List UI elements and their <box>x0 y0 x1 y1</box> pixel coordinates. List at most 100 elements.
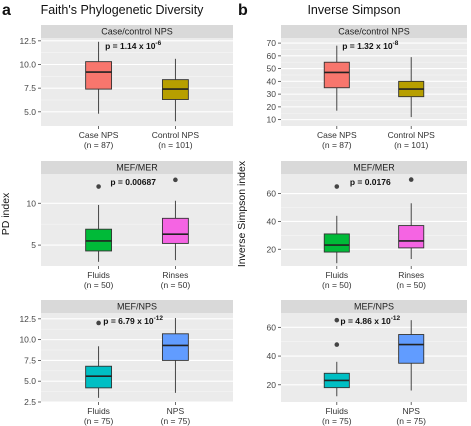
panel-b-case-control-ytick-label: 20 <box>267 102 277 112</box>
panel-a-mef-nps-box-fluids: Fluids(n = 75) <box>84 320 114 426</box>
panel-b-case-control-ytick-label: 50 <box>267 64 277 74</box>
panel-a-mef-mer-xtick-n: (n = 50) <box>84 280 114 290</box>
panel-a-case-control-strip <box>41 25 233 38</box>
panel-a-mef-nps-strip <box>41 300 233 313</box>
panel-a-case-control-ytick-label: 5.0 <box>24 107 36 117</box>
panel-a-case-control-xtick-label: Control NPS <box>152 130 200 140</box>
panel-a-mef-mer-strip-label: MEF/MER <box>116 163 158 173</box>
panel-b-mef-mer-box-fluids: Fluids(n = 50) <box>322 184 352 290</box>
panel-a-case-control-ytick-label: 12.5 <box>19 36 36 46</box>
panel-a-mef-mer-strip <box>41 161 233 174</box>
panel-b-case-control-strip-label: Case/control NPS <box>338 27 410 37</box>
panel-b-mef-mer-plot-bg <box>281 174 467 266</box>
panel-a-mef-nps-plot-bg <box>41 313 233 402</box>
panel-b-mef-nps-ytick-label: 60 <box>267 322 277 332</box>
panel-b-mef-mer-box-rinses: Rinses(n = 50) <box>396 177 426 290</box>
panel-a-case-control-p-value: p = 1.14 x 10-6 <box>105 40 161 51</box>
panel-b-mef-nps-p-value: p = 4.86 x 10-12 <box>340 315 400 326</box>
panel-a-case-control-xtick-n: (n = 101) <box>158 140 192 150</box>
panel-b-mef-nps-xtick-label: Fluids <box>325 406 348 416</box>
panel-b-mef-nps-strip-label: MEF/NPS <box>354 302 394 312</box>
panel-a-mef-nps-box-body <box>85 365 113 389</box>
panel-letter-a: a <box>2 2 11 19</box>
panel-a-mef-mer-box-body <box>161 217 189 244</box>
panel-a-mef-mer-xtick-label: Fluids <box>87 270 110 280</box>
panel-b-case-control-box-case-nps: Case NPS(n = 87) <box>317 45 357 150</box>
panel-a-mef-mer-outlier-point <box>173 177 178 183</box>
panel-b-mef-nps-ytick-label: 40 <box>267 351 277 361</box>
panel-b-mef-mer-box-body <box>398 225 425 249</box>
panel-a-mef-nps-ytick-label: 12.5 <box>19 314 36 324</box>
panel-a-case-control-box-body <box>85 61 113 90</box>
panel-a-mef-nps-ytick-label: 7.5 <box>24 355 36 365</box>
subplots-group: Case/control NPS 5.0 7.5 10.0 12.5 Case NPS(n… <box>19 25 467 426</box>
panel-a-case-control-strip-label: Case/control NPS <box>101 27 173 37</box>
panel-a-case-control-subplot: Case/control NPS 5.0 7.5 10.0 12.5 Case NPS(n… <box>19 25 233 150</box>
panel-b-case-control-plot-bg <box>281 38 467 126</box>
panel-b-mef-mer-xtick-label: Rinses <box>398 270 424 280</box>
panel-b-mef-mer-xtick-label: Fluids <box>325 270 348 280</box>
panel-b-mef-nps-outlier-point <box>334 317 340 323</box>
panel-b-mef-mer-ytick-label: 20 <box>267 244 277 254</box>
panel-a-mef-nps-xtick-label: Fluids <box>87 406 110 416</box>
panel-a-mef-mer-xtick-n: (n = 50) <box>161 280 191 290</box>
panel-a-mef-nps-xtick-n: (n = 75) <box>84 416 114 426</box>
panel-b-mef-nps-ytick-label: 20 <box>267 380 277 390</box>
panel-a-mef-nps-ytick-label: 2.5 <box>24 397 36 407</box>
panel-a-mef-mer-outlier-point <box>96 184 101 189</box>
panel-b-mef-mer-ytick-label: 60 <box>267 189 277 199</box>
panel-b-mef-nps-strip <box>281 300 467 313</box>
panel-b-case-control-xtick-n: (n = 87) <box>322 140 352 150</box>
panel-a-case-control-xtick-n: (n = 87) <box>84 140 114 150</box>
panel-b-mef-mer-strip <box>281 161 467 174</box>
panel-b-mef-nps-box-nps: NPS(n = 75) <box>396 320 426 426</box>
panel-a-mef-mer-p-value: p = 0.00687 <box>110 177 156 187</box>
panel-b-case-control-strip <box>281 25 467 38</box>
panel-a-mef-nps-p-value: p = 6.79 x 10-12 <box>103 315 163 326</box>
panel-a-mef-mer-ytick-label: 5 <box>31 240 36 250</box>
panel-a-mef-nps-box-body <box>161 333 189 361</box>
panel-a-case-control-box-case-nps: Case NPS(n = 87) <box>79 41 119 150</box>
panel-b-case-control-p-value: p = 1.32 x 10-8 <box>342 40 398 51</box>
panel-a-case-control-box-control-nps: Control NPS(n = 101) <box>152 58 200 150</box>
panel-a-ylabel: PD index <box>0 192 12 235</box>
panel-b-mef-mer-xtick-n: (n = 50) <box>396 280 426 290</box>
panel-b-mef-mer-ytick-label: 40 <box>267 216 277 226</box>
panel-b-mef-nps-outlier-point <box>334 342 340 347</box>
panel-b-mef-nps-xtick-n: (n = 75) <box>396 416 426 426</box>
panel-b-title: Inverse Simpson <box>307 3 400 17</box>
panel-a-case-control-ytick-label: 10.0 <box>19 59 36 69</box>
panel-b-case-control-ytick-label: 70 <box>267 38 277 48</box>
panel-a-mef-nps-outlier-point <box>96 320 101 326</box>
panel-a-title: Faith's Phylogenetic Diversity <box>41 3 205 17</box>
panel-b-mef-nps-xtick-label: NPS <box>402 406 420 416</box>
panel-a-case-control-plot-bg <box>41 38 233 126</box>
panel-b-mef-nps-plot-bg <box>281 313 467 402</box>
panel-a-mef-mer-plot-bg <box>41 174 233 266</box>
panel-a-mef-nps-ytick-label: 10.0 <box>19 335 36 345</box>
panel-b-mef-mer-p-value: p = 0.0176 <box>350 177 391 187</box>
panel-a-case-control-ytick-label: 7.5 <box>24 83 36 93</box>
panel-a-mef-mer-xtick-label: Rinses <box>162 270 188 280</box>
panel-b-case-control-ytick-label: 40 <box>267 76 277 86</box>
panel-b-case-control-ytick-label: 10 <box>267 115 277 125</box>
panel-a-mef-nps-strip-label: MEF/NPS <box>117 302 157 312</box>
panel-b-case-control-xtick-n: (n = 101) <box>394 140 428 150</box>
panel-b-mef-mer-box-body <box>323 233 350 253</box>
panel-a-mef-nps-xtick-n: (n = 75) <box>161 416 191 426</box>
panel-a-mef-nps-box-nps: NPS(n = 75) <box>161 317 191 426</box>
panel-b-case-control-ytick-label: 60 <box>267 51 277 61</box>
panel-b-mef-mer-xtick-n: (n = 50) <box>322 280 352 290</box>
panel-b-mef-nps-box-body <box>398 334 425 364</box>
panel-b-mef-nps-xtick-n: (n = 75) <box>322 416 352 426</box>
panel-a-mef-nps-ytick-label: 5.0 <box>24 376 36 386</box>
panel-letter-b: b <box>238 2 248 19</box>
panel-b-mef-mer-outlier-point <box>408 177 414 182</box>
panel-b-ylabel: Inverse Simpson index <box>236 160 248 267</box>
panel-b-mef-nps-box-fluids: Fluids(n = 75) <box>322 317 352 426</box>
panel-b-case-control-box-control-nps: Control NPS(n = 101) <box>388 57 435 150</box>
